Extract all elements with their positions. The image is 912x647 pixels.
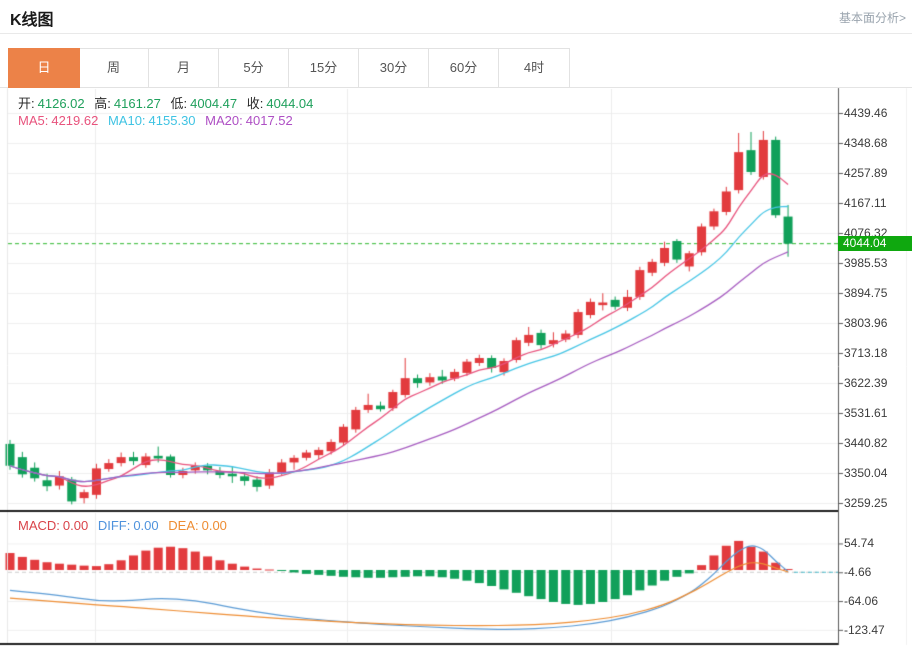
tab-week[interactable]: 周 [79, 49, 149, 87]
tab-5min[interactable]: 5分 [219, 49, 289, 87]
macd-legend: MACD: 0.00 DIFF: 0.00 DEA: 0.00 [18, 518, 233, 533]
macd-axis-tick-label: 54.74 [844, 536, 875, 551]
close-value: 4044.04 [266, 96, 314, 111]
y-axis-tick-label: 3803.96 [844, 316, 888, 330]
ma5-value: 4219.62 [51, 113, 99, 128]
macd-axis-tick-label: -123.47 [844, 622, 885, 637]
tab-15min[interactable]: 15分 [289, 49, 359, 87]
low-label: 低: [170, 96, 188, 111]
y-axis-tick-label: 3985.53 [844, 256, 888, 270]
ohlc-legend: 开: 4126.02 高: 4161.27 低: 4004.47 收: 4044.04 [18, 93, 319, 112]
ma20-label: MA20: [205, 113, 243, 128]
y-axis-tick-label: 3440.82 [844, 436, 888, 450]
y-axis-tick-label: 4167.11 [844, 195, 887, 210]
y-axis-tick-label: 4348.68 [844, 135, 888, 150]
tab-4hour[interactable]: 4时 [523, 60, 545, 75]
ma10-value: 4155.30 [148, 113, 196, 128]
high-label: 高: [94, 96, 111, 111]
y-axis-tick-label: 3259.25 [844, 496, 888, 510]
y-axis-tick-label: 3350.04 [844, 465, 888, 480]
y-axis-tick-label: 4257.89 [844, 165, 888, 180]
fundamental-analysis-link[interactable]: 基本面分析> [838, 11, 906, 25]
tab-30min[interactable]: 30分 [359, 49, 429, 87]
macd-axis-tick-label: -64.06 [844, 594, 879, 609]
y-axis-tick-label: 3531.61 [844, 405, 888, 420]
ma10-label: MA10: [107, 113, 146, 128]
close-label: 收: [246, 96, 264, 111]
diff-label: DIFF: [97, 518, 131, 533]
dea-value: 0.00 [201, 518, 227, 533]
ma-legend: MA5: 4219.62 MA10: 4155.30 MA20: 4017.52 [18, 113, 299, 128]
page-title: K线图 [10, 12, 54, 29]
open-label: 开: [18, 96, 35, 111]
y-axis-tick-label: 3713.18 [844, 345, 888, 360]
low-value: 4004.47 [190, 96, 238, 111]
diff-value: 0.00 [133, 518, 159, 533]
y-axis-tick-label: 3622.39 [844, 376, 888, 390]
high-value: 4161.27 [113, 96, 161, 111]
ma5-label: MA5: [18, 113, 49, 128]
dea-label: DEA: [168, 518, 199, 533]
y-axis-tick-label: 4439.46 [844, 106, 888, 120]
macd-axis-tick-label: -4.66 [844, 565, 872, 580]
interval-tabbar: 日周月 5分 15分 30分 60分 4时 [8, 48, 570, 88]
ma20-value: 4017.52 [245, 113, 293, 128]
macd-value: 0.00 [62, 518, 89, 533]
tab-60min[interactable]: 60分 [429, 49, 499, 87]
open-value: 4126.02 [37, 96, 85, 111]
current-price-badge: 4044.04 [838, 236, 912, 251]
header-divider [0, 33, 912, 34]
tab-month[interactable]: 月 [149, 49, 219, 87]
tab-day[interactable]: 日 [8, 48, 80, 88]
y-axis-tick-label: 3894.75 [844, 285, 888, 300]
macd-label: MACD: [18, 518, 60, 533]
